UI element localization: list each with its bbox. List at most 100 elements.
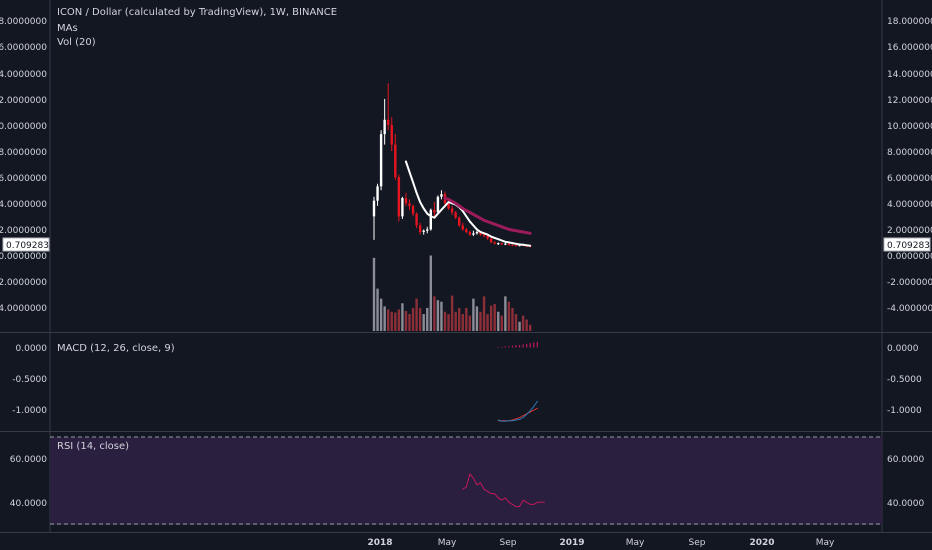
price-tick-label: -4.0000000 xyxy=(0,304,47,314)
candle-body xyxy=(525,245,528,247)
price-tick-label: 6.0000000 xyxy=(0,174,47,184)
volume-bar xyxy=(440,301,443,331)
price-tick-label: 4.0000000 xyxy=(887,200,932,210)
macd-histogram-bar xyxy=(497,346,499,348)
macd-histogram-bar xyxy=(526,343,528,348)
volume-bar xyxy=(372,257,376,331)
price-tick-label: 14.0000000 xyxy=(887,70,932,80)
candle-body xyxy=(511,245,514,247)
macd-tick-label: 0.0000 xyxy=(887,344,919,354)
candle-body xyxy=(411,205,415,214)
volume-bar xyxy=(443,311,447,331)
volume-bar xyxy=(401,303,404,331)
candle-body xyxy=(493,242,496,244)
candle-body xyxy=(461,225,464,230)
price-tick-label: 10.0000000 xyxy=(887,122,932,132)
macd-histogram-bar xyxy=(533,342,535,348)
time-tick-label: May xyxy=(816,538,835,548)
volume-bar xyxy=(482,296,486,331)
rsi-band-background xyxy=(50,437,882,525)
macd-legend[interactable]: MACD (12, 26, close, 9) xyxy=(57,343,175,354)
price-tick-label: 16.0000000 xyxy=(0,43,47,53)
candle-body xyxy=(468,232,472,235)
candle-body xyxy=(376,186,379,201)
macd-signal-line xyxy=(497,407,538,422)
candle-body xyxy=(475,232,479,234)
macd-histogram-bar xyxy=(515,345,517,348)
price-candles[interactable] xyxy=(372,83,532,248)
price-tick-label: 12.0000000 xyxy=(887,96,932,106)
candle-body xyxy=(458,217,461,226)
volume-bar xyxy=(394,312,397,331)
rsi-tick-label: 60.0000 xyxy=(10,455,47,465)
price-tick-label: 14.0000000 xyxy=(0,70,47,80)
candle-body xyxy=(518,245,521,247)
price-tick-label: 8.0000000 xyxy=(887,148,932,158)
volume-bar xyxy=(489,305,493,331)
macd-histogram-bar xyxy=(518,345,521,348)
volume-bar xyxy=(429,255,432,331)
macd-histogram-bar xyxy=(529,343,531,348)
volume-bars xyxy=(372,255,532,331)
volume-bar xyxy=(458,307,461,331)
volume-bar xyxy=(514,314,518,331)
price-tick-label: -2.0000000 xyxy=(0,278,47,288)
price-tick-label: 0.0000000 xyxy=(0,252,47,262)
macd-tick-label: -1.0000 xyxy=(887,406,922,416)
candle-body xyxy=(397,177,401,217)
volume-bar xyxy=(529,324,532,331)
volume-bar xyxy=(436,300,440,331)
candle-body xyxy=(447,203,450,209)
macd-histogram-bar xyxy=(504,346,506,348)
ma-short-line xyxy=(404,160,532,247)
time-tick-label: May xyxy=(626,538,645,548)
volume-bar xyxy=(415,298,418,331)
rsi-tick-label: 40.0000 xyxy=(10,499,47,509)
candle-body xyxy=(500,243,503,245)
price-tick-label: 2.0000000 xyxy=(0,226,47,236)
study-volume-legend[interactable]: Vol (20) xyxy=(57,37,96,48)
price-tick-label: 12.0000000 xyxy=(0,96,47,106)
price-tick-label: 2.0000000 xyxy=(887,226,932,236)
last-price-value: 0.7092833 xyxy=(887,241,932,251)
candle-body xyxy=(450,208,454,213)
macd-axis-right: 0.0000 -0.5000 -1.0000 xyxy=(887,344,922,416)
macd-series xyxy=(497,341,538,422)
rsi-legend[interactable]: RSI (14, close) xyxy=(57,441,129,452)
volume-bar xyxy=(497,311,500,331)
time-tick-label: 2019 xyxy=(559,538,584,548)
volume-bar xyxy=(447,314,450,331)
candle-body xyxy=(394,144,397,178)
price-tick-label: -4.0000000 xyxy=(887,304,932,314)
volume-bar xyxy=(525,319,528,331)
volume-bar xyxy=(518,321,521,331)
macd-histogram-bar xyxy=(501,346,503,348)
price-tick-label: 6.0000000 xyxy=(887,174,932,184)
study-mas-legend[interactable]: MAs xyxy=(57,23,78,34)
volume-bar xyxy=(521,315,525,331)
macd-tick-label: -0.5000 xyxy=(887,375,922,385)
candle-body xyxy=(429,209,432,230)
candle-body xyxy=(436,196,440,213)
volume-bar xyxy=(411,307,415,331)
macd-histogram-bar xyxy=(511,345,514,348)
volume-bar xyxy=(426,307,429,331)
chart-title: ICON / Dollar (calculated by TradingView… xyxy=(57,7,337,18)
time-axis[interactable]: 2018 May Sep 2019 May Sep 2020 May xyxy=(367,538,835,548)
price-tick-label: 18.0000000 xyxy=(0,17,47,27)
volume-bar xyxy=(408,314,411,331)
volume-bar xyxy=(479,311,482,331)
volume-bar xyxy=(404,310,408,331)
time-tick-label: 2020 xyxy=(749,538,774,548)
price-tick-label: 4.0000000 xyxy=(0,200,47,210)
price-tick-label: 16.0000000 xyxy=(887,43,932,53)
candle-body xyxy=(401,198,404,217)
volume-bar xyxy=(387,309,390,331)
price-tick-label: 10.0000000 xyxy=(0,122,47,132)
price-tick-label: 0.0000000 xyxy=(887,252,932,262)
candle-body xyxy=(504,243,507,245)
rsi-tick-label: 60.0000 xyxy=(887,455,924,465)
macd-histogram-bar xyxy=(508,346,510,348)
price-tick-label: 8.0000000 xyxy=(0,148,47,158)
